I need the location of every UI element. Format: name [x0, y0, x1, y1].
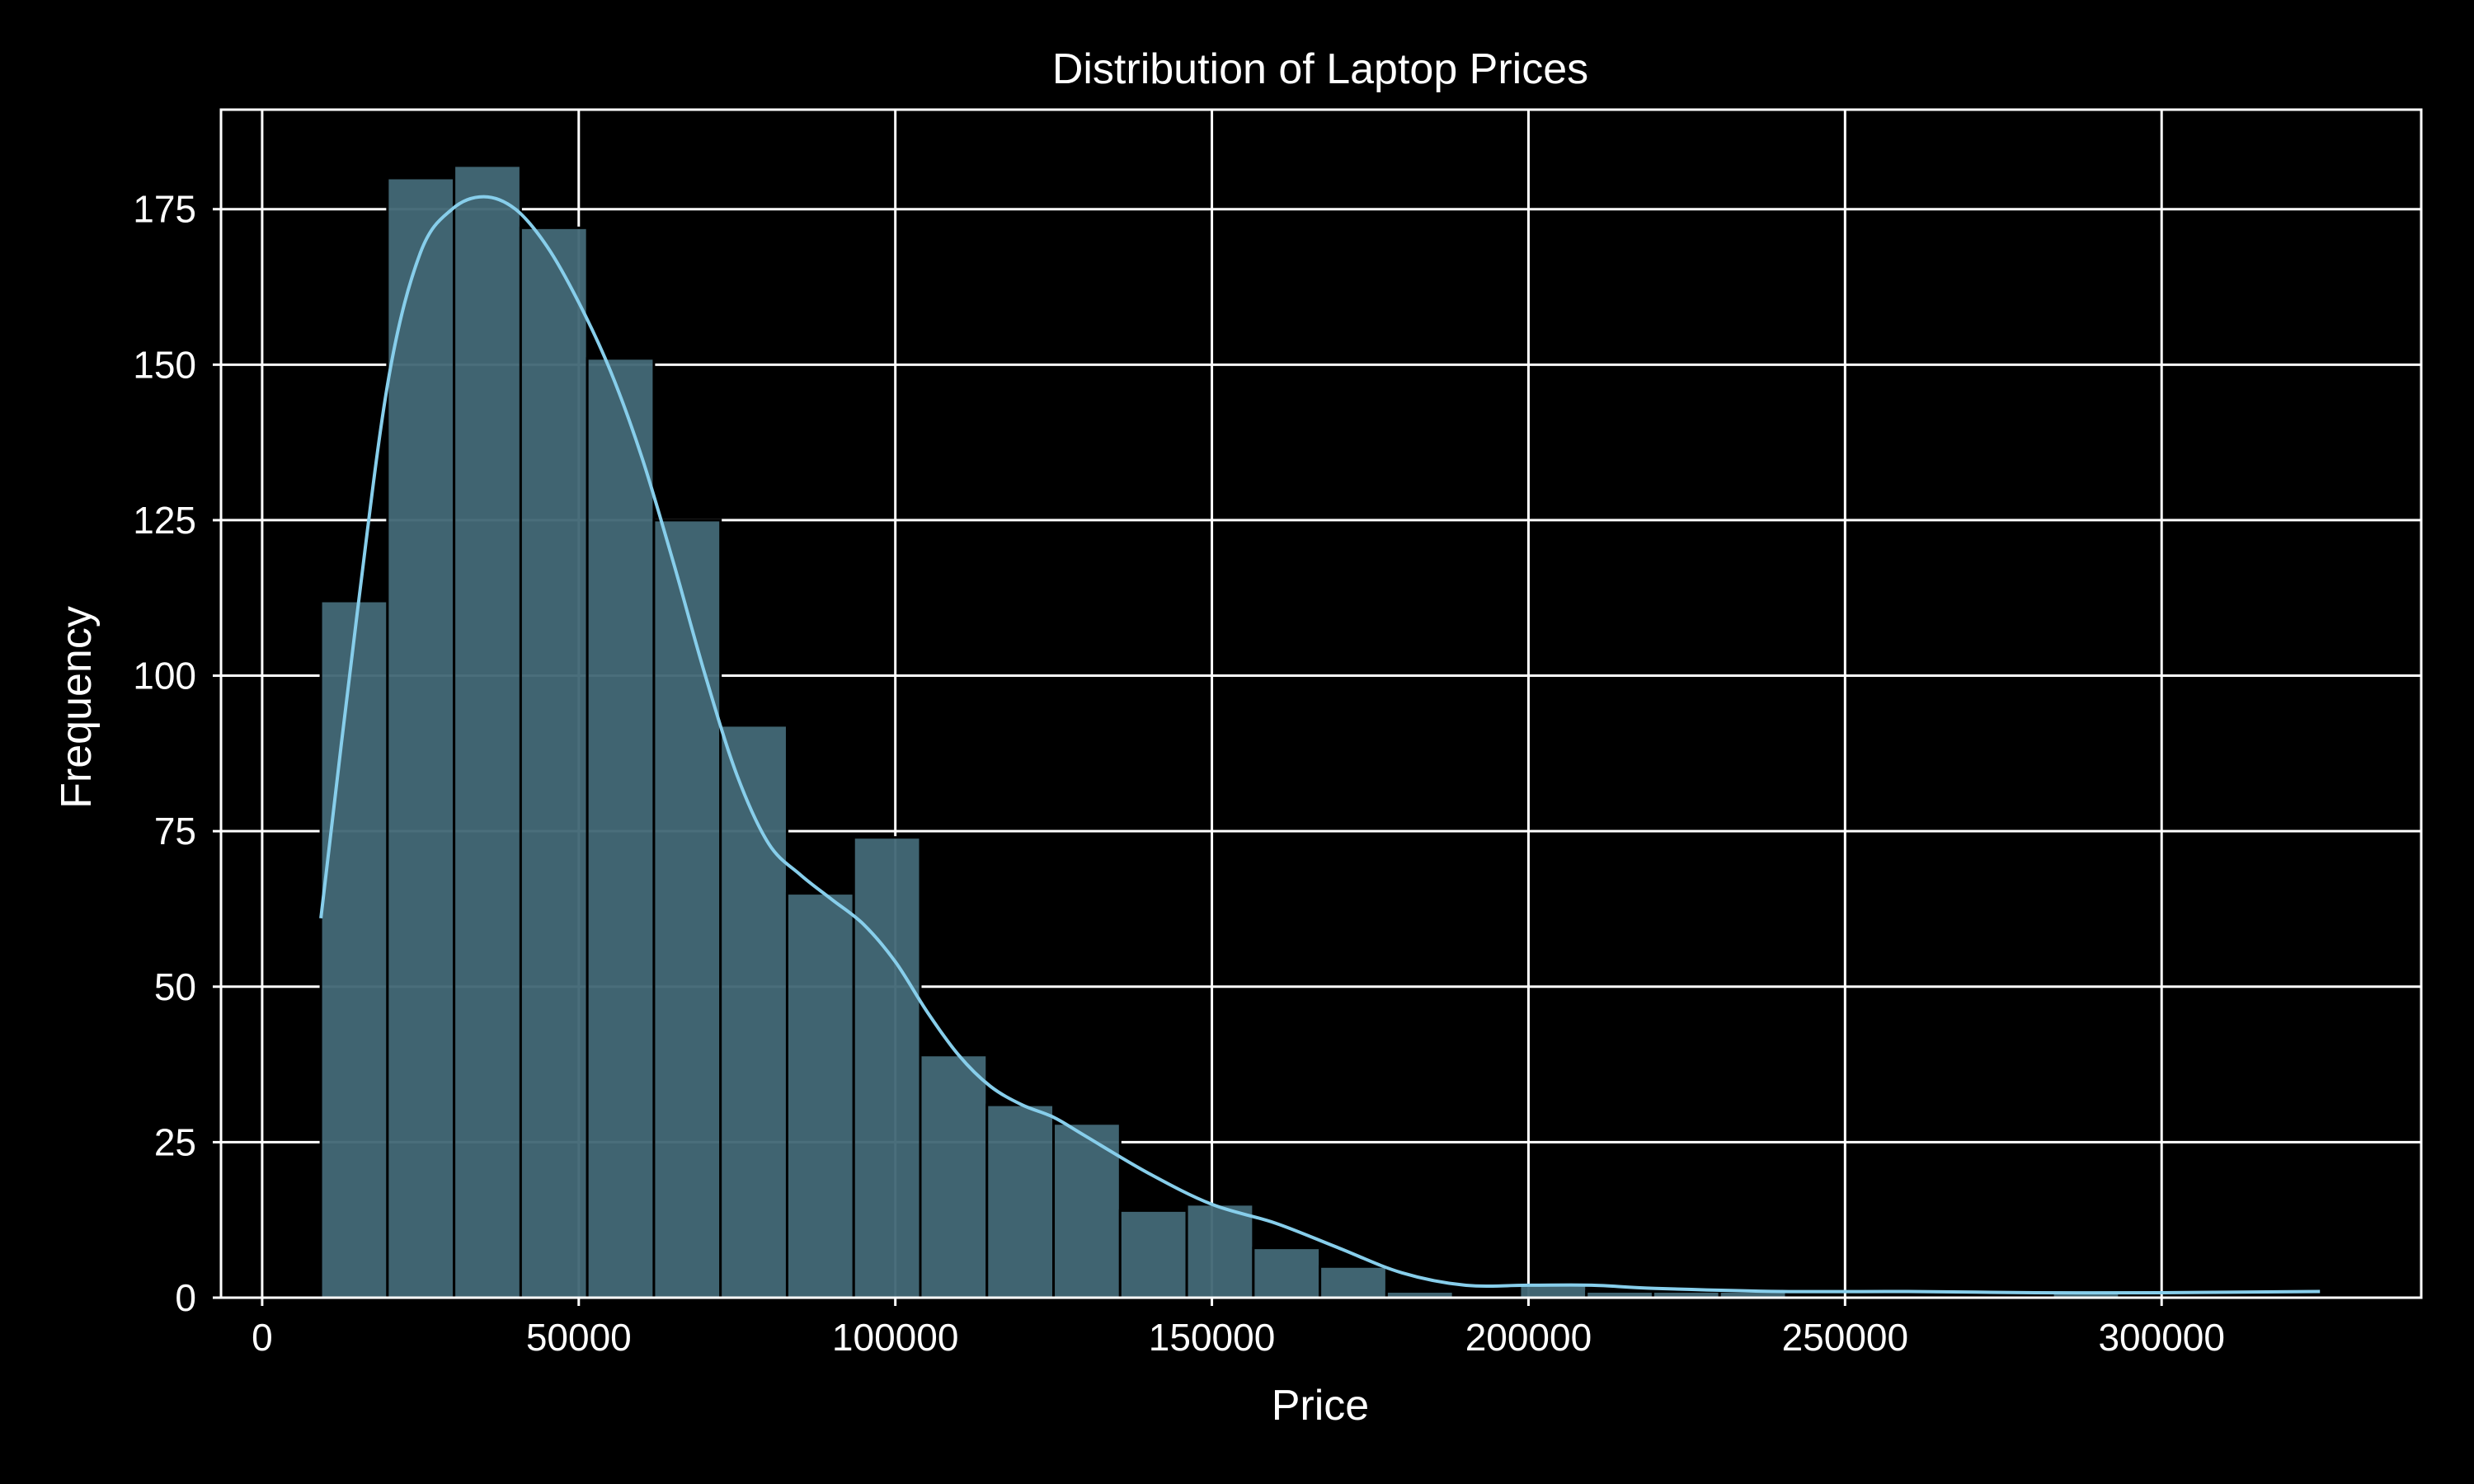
y-tick-label: 100	[133, 655, 196, 697]
y-axis-label: Frequency	[53, 606, 101, 809]
y-tick-label: 50	[154, 965, 196, 1008]
histogram-bar	[319, 599, 389, 1299]
y-tick-label: 75	[154, 810, 196, 852]
histogram-bar	[586, 357, 656, 1299]
x-axis-ticks: 0 50000 100000 150000 200000 250000 300000	[252, 1298, 2225, 1359]
kde-line	[319, 195, 2321, 1295]
y-tick-label: 25	[154, 1120, 196, 1163]
x-tick-label: 50000	[526, 1316, 632, 1359]
y-tick-label: 175	[133, 188, 196, 231]
histogram-bar	[719, 724, 788, 1299]
histogram-bar	[652, 519, 722, 1299]
plot-frame	[219, 108, 2423, 1299]
histogram-bar	[785, 892, 855, 1299]
histogram-bar	[453, 164, 522, 1299]
histogram-bar	[985, 1103, 1056, 1299]
kde-curve-layer	[319, 195, 2321, 1295]
x-tick-label: 0	[252, 1316, 273, 1359]
histogram-bar	[1252, 1247, 1322, 1299]
x-tick-label: 250000	[1782, 1316, 1909, 1359]
y-axis-ticks: 0 25 50 75 100 125 150 175	[133, 188, 221, 1319]
histogram-bar	[1319, 1265, 1388, 1299]
histogram-bar	[1185, 1203, 1255, 1299]
histogram-bar	[1052, 1122, 1122, 1299]
histogram-bar	[1518, 1284, 1588, 1299]
x-tick-label: 200000	[1465, 1316, 1592, 1359]
x-tick-label: 100000	[832, 1316, 959, 1359]
histogram-bar	[919, 1054, 989, 1299]
histogram-bar	[852, 836, 922, 1299]
histogram-bar	[386, 176, 456, 1299]
x-tick-label: 300000	[2098, 1316, 2225, 1359]
histogram-bar	[1118, 1209, 1188, 1299]
x-axis-label: Price	[1272, 1382, 1369, 1430]
y-tick-label: 125	[133, 499, 196, 542]
y-tick-label: 0	[175, 1276, 196, 1319]
x-tick-label: 150000	[1149, 1316, 1276, 1359]
chart-title: Distribution of Laptop Prices	[1052, 45, 1588, 93]
y-tick-label: 150	[133, 343, 196, 386]
histogram-bars	[319, 164, 2121, 1299]
histogram-bar	[519, 226, 589, 1299]
